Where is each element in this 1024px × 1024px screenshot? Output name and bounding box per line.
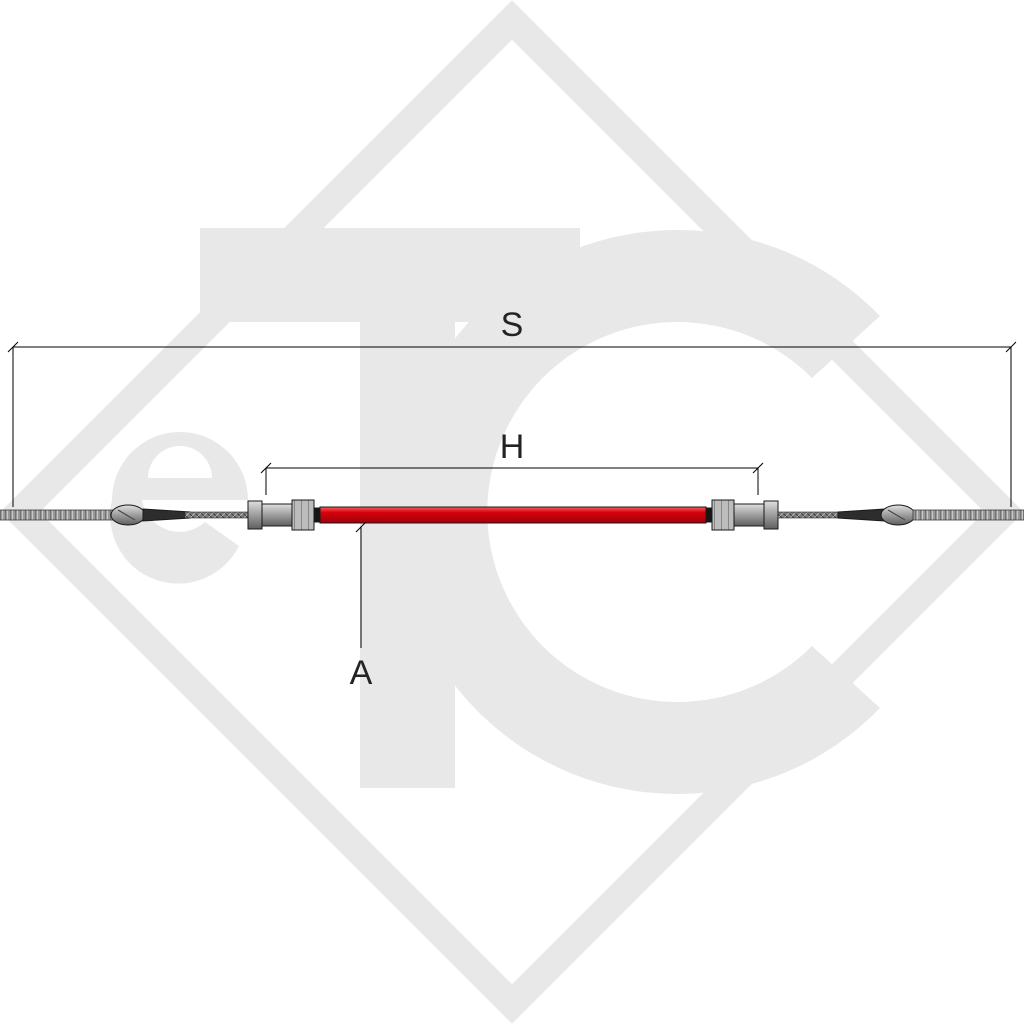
inner-wire-left — [185, 512, 249, 518]
fitting-right — [706, 500, 778, 530]
inner-wire-right — [778, 512, 840, 518]
swage-right — [838, 505, 915, 525]
cable-sleeve — [320, 507, 706, 523]
threaded-end-right — [913, 510, 1024, 520]
fitting-left — [248, 500, 320, 530]
dimension-h-label: H — [500, 428, 525, 466]
dimension-a-label: A — [350, 654, 373, 692]
technical-diagram: S H — [0, 0, 1024, 1024]
threaded-end-left — [0, 510, 113, 520]
dimension-s-label: S — [501, 306, 524, 344]
dimension-h — [261, 463, 763, 495]
